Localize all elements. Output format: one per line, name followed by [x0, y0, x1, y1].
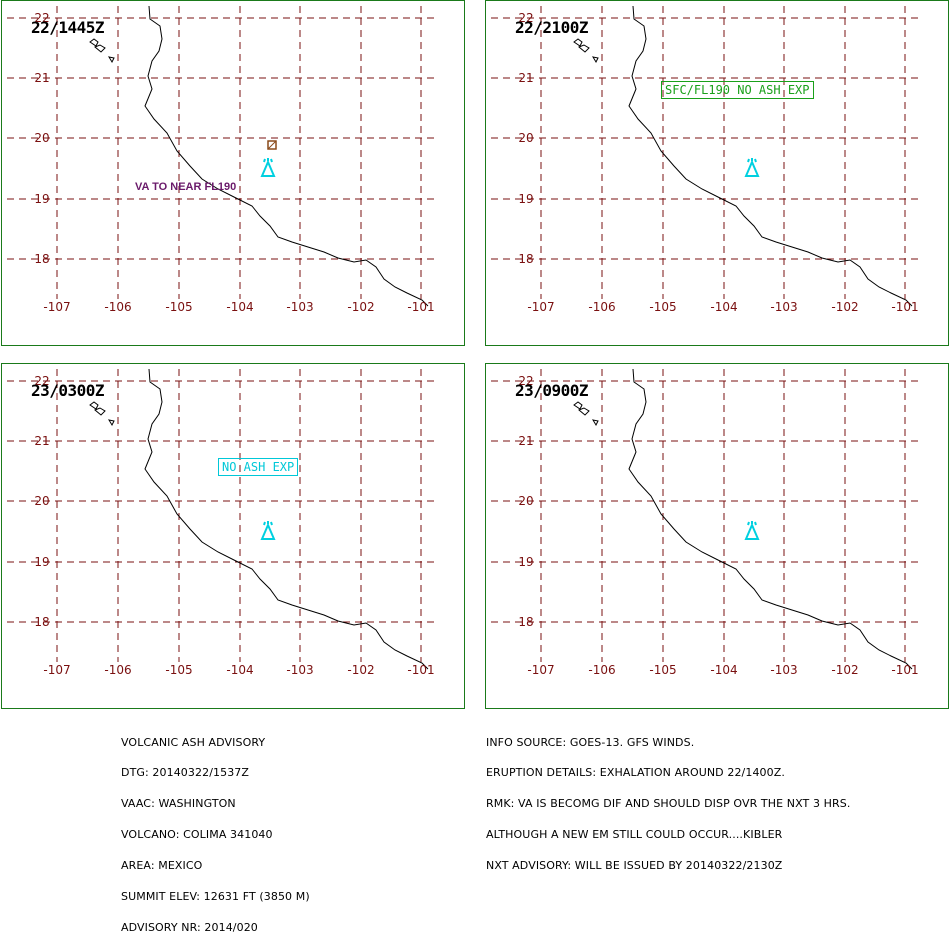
advisory-line: RMK: VA IS BECOMG DIF AND SHOULD DISP OV…	[486, 797, 851, 811]
longitude-label: -104	[226, 300, 253, 314]
map-panel-4: -107 -106 -105 -104 -103 -102 -101 22 21 20 19 18 2…	[485, 363, 949, 709]
longitude-label: -102	[347, 300, 374, 314]
advisory-line: ADVISORY NR: 2014/020	[121, 920, 258, 934]
panel-time: 23/0300Z	[31, 381, 105, 400]
longitude-label: -103	[286, 663, 313, 677]
map-canvas: -107 -106 -105 -104 -103 -102 -101 22 21 20 19 18	[491, 5, 921, 314]
coastline	[628, 5, 913, 307]
latitude-label: 22	[518, 374, 533, 388]
longitude-label: -106	[104, 663, 131, 677]
island	[94, 407, 106, 416]
panel-time: 23/0900Z	[515, 381, 589, 400]
va-annotation: VA TO NEAR FL190	[135, 181, 237, 193]
longitude-label: -105	[165, 663, 192, 677]
longitude-label: -106	[104, 300, 131, 314]
coastline	[144, 5, 429, 307]
advisory-line: NXT ADVISORY: WILL BE ISSUED BY 20140322…	[486, 859, 783, 873]
latitude-label: 18	[34, 615, 49, 629]
island	[94, 44, 106, 53]
longitude-label: -106	[588, 663, 615, 677]
latitude-label: 20	[34, 131, 49, 145]
longitude-label: -104	[226, 663, 253, 677]
longitude-label: -103	[770, 663, 797, 677]
advisory-line: DTG: 20140322/1537Z	[121, 766, 250, 780]
advisory-remarks-block: INFO SOURCE: GOES-13. GFS WINDS. ERUPTIO…	[486, 717, 850, 882]
island	[591, 56, 599, 64]
panel-time: 22/1445Z	[31, 18, 105, 37]
panel-time: 22/2100Z	[515, 18, 589, 37]
latitude-label: 21	[518, 434, 533, 448]
advisory-line: AREA: MEXICO	[121, 859, 203, 873]
latitude-label: 18	[34, 252, 49, 266]
map-panel-3: -107 -106 -105 -104 -103 -102 -101 22 21 20 19 18 2…	[1, 363, 465, 709]
ash-observation-marker-slash	[267, 140, 277, 150]
map-canvas: -107 -106 -105 -104 -103 -102 -101 22 21 20 19 18	[7, 368, 437, 677]
advisory-line: VOLCANO: COLIMA 341040	[121, 828, 273, 842]
longitude-label: -101	[407, 663, 434, 677]
volcano-icon	[260, 158, 276, 177]
longitude-label: -102	[347, 663, 374, 677]
latitude-label: 22	[34, 11, 49, 25]
longitude-label: -104	[710, 300, 737, 314]
longitude-label: -106	[588, 300, 615, 314]
island	[578, 44, 590, 53]
island	[573, 401, 583, 410]
longitude-label: -105	[165, 300, 192, 314]
latitude-label: 20	[518, 131, 533, 145]
latitude-label: 19	[34, 555, 49, 569]
latitude-label: 19	[34, 192, 49, 206]
coastline	[628, 368, 913, 670]
forecast-box-label: SFC/FL190 NO ASH EXP	[661, 81, 814, 99]
latitude-label: 20	[518, 494, 533, 508]
longitude-label: -107	[43, 300, 70, 314]
advisory-header-block: VOLCANIC ASH ADVISORY DTG: 20140322/1537…	[121, 717, 310, 944]
latitude-label: 19	[518, 555, 533, 569]
coastline	[144, 368, 429, 670]
longitude-label: -101	[407, 300, 434, 314]
volcano-icon	[744, 521, 760, 540]
latitude-label: 20	[34, 494, 49, 508]
longitude-label: -104	[710, 663, 737, 677]
latitude-label: 18	[518, 615, 533, 629]
advisory-line: ERUPTION DETAILS: EXHALATION AROUND 22/1…	[486, 766, 785, 780]
volcano-icon	[744, 158, 760, 177]
longitude-label: -101	[891, 300, 918, 314]
longitude-label: -105	[649, 300, 676, 314]
longitude-label: -102	[831, 300, 858, 314]
island	[107, 419, 115, 427]
island	[89, 401, 99, 410]
island	[591, 419, 599, 427]
island	[573, 38, 583, 47]
latitude-label: 21	[34, 71, 49, 85]
map-canvas: -107 -106 -105 -104 -103 -102 -101 22 21 20 19 18	[491, 368, 921, 677]
map-panel-1: -107 -106 -105 -104 -103 -102 -101 22 21 20 19 18 2…	[1, 0, 465, 346]
longitude-label: -107	[527, 300, 554, 314]
advisory-line: SUMMIT ELEV: 12631 FT (3850 M)	[121, 890, 310, 904]
latitude-label: 21	[34, 434, 49, 448]
forecast-box-label: NO ASH EXP	[218, 458, 299, 476]
latitude-label: 21	[518, 71, 533, 85]
longitude-label: -103	[286, 300, 313, 314]
volcano-icon	[260, 521, 276, 540]
longitude-label: -105	[649, 663, 676, 677]
longitude-label: -101	[891, 663, 918, 677]
map-panel-2: -107 -106 -105 -104 -103 -102 -101 22 21 20 19 18 2…	[485, 0, 949, 346]
advisory-line: VOLCANIC ASH ADVISORY	[121, 735, 266, 749]
island	[89, 38, 99, 47]
longitude-label: -102	[831, 663, 858, 677]
longitude-label: -107	[43, 663, 70, 677]
latitude-label: 19	[518, 192, 533, 206]
advisory-line: ALTHOUGH A NEW EM STILL COULD OCCUR....K…	[486, 828, 783, 842]
latitude-label: 22	[34, 374, 49, 388]
map-canvas: -107 -106 -105 -104 -103 -102 -101 22 21 20 19 18	[7, 5, 437, 314]
advisory-line: VAAC: WASHINGTON	[121, 797, 236, 811]
island	[578, 407, 590, 416]
longitude-label: -103	[770, 300, 797, 314]
advisory-line: INFO SOURCE: GOES-13. GFS WINDS.	[486, 735, 695, 749]
ash-observation-marker	[267, 140, 277, 150]
latitude-label: 18	[518, 252, 533, 266]
latitude-label: 22	[518, 11, 533, 25]
longitude-label: -107	[527, 663, 554, 677]
island	[107, 56, 115, 64]
